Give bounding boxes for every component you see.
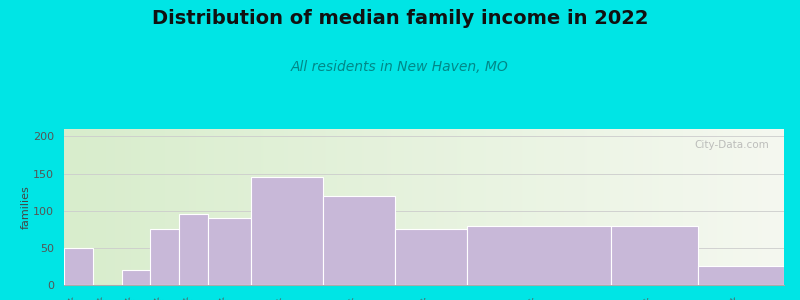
Bar: [179, 214, 208, 285]
Bar: [611, 226, 698, 285]
Y-axis label: families: families: [20, 185, 30, 229]
Bar: [323, 196, 395, 285]
Bar: [208, 218, 251, 285]
Bar: [467, 226, 611, 285]
Bar: [251, 177, 323, 285]
Text: City-Data.com: City-Data.com: [695, 140, 770, 150]
Bar: [698, 266, 784, 285]
Text: Distribution of median family income in 2022: Distribution of median family income in …: [152, 9, 648, 28]
Bar: [395, 229, 467, 285]
Bar: [122, 270, 150, 285]
Bar: [150, 229, 179, 285]
Text: All residents in New Haven, MO: All residents in New Haven, MO: [291, 60, 509, 74]
Bar: [64, 248, 93, 285]
